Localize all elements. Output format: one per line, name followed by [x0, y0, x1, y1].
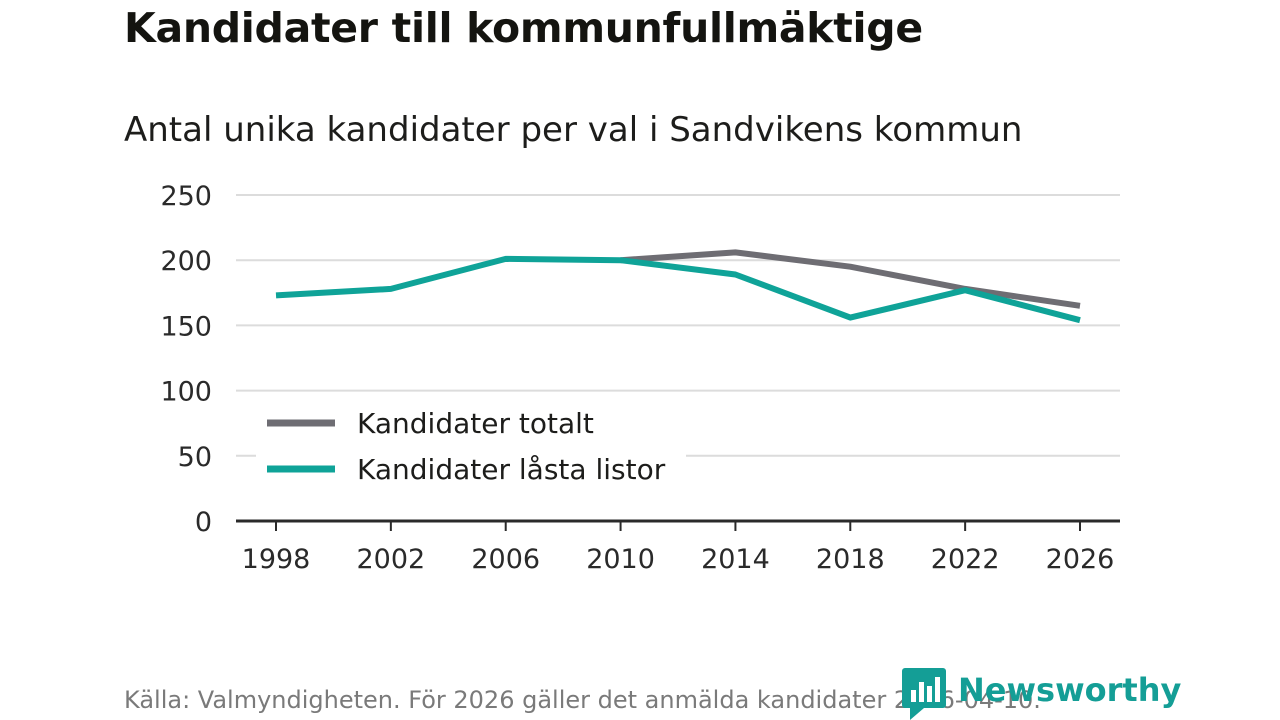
brand-name: Newsworthy: [958, 671, 1182, 709]
chart-subtitle: Antal unika kandidater per val i Sandvik…: [124, 110, 1023, 150]
x-axis: 1998 2002 2006 2010 2014 2018 2022 2026: [236, 519, 1120, 575]
legend-background: [256, 398, 686, 498]
brand-logo: Newsworthy: [902, 668, 1181, 720]
y-axis-tick-labels: 0 50 100 150 200 250: [160, 181, 212, 538]
y-tick-label: 250: [160, 181, 212, 212]
x-tick-label: 2026: [1046, 544, 1115, 575]
source-note: Källa: Valmyndigheten. För 2026 gäller d…: [124, 686, 1041, 714]
x-tick-label: 2022: [931, 544, 1000, 575]
y-tick-label: 100: [160, 377, 212, 408]
y-tick-label: 50: [178, 442, 212, 473]
x-tick-label: 2014: [701, 544, 770, 575]
chart-title: Kandidater till kommunfullmäktige: [124, 4, 923, 52]
y-tick-label: 150: [160, 311, 212, 342]
x-tick-label: 2006: [471, 544, 540, 575]
series-line-2: [275, 255, 1081, 324]
newsworthy-logo-icon: [902, 668, 946, 720]
legend-label-2: Kandidater låsta listor: [357, 453, 666, 486]
y-tick-label: 200: [160, 246, 212, 277]
x-tick-label: 2010: [586, 544, 655, 575]
y-tick-label: 0: [195, 507, 212, 538]
x-tick-label: 1998: [242, 544, 311, 575]
legend-label-1: Kandidater totalt: [357, 407, 594, 440]
x-tick-label: 2002: [356, 544, 425, 575]
x-tick-label: 2018: [816, 544, 885, 575]
data-series: [275, 249, 1081, 324]
legend: Kandidater totalt Kandidater låsta listor: [256, 398, 686, 498]
series-line-1: [620, 249, 1081, 309]
